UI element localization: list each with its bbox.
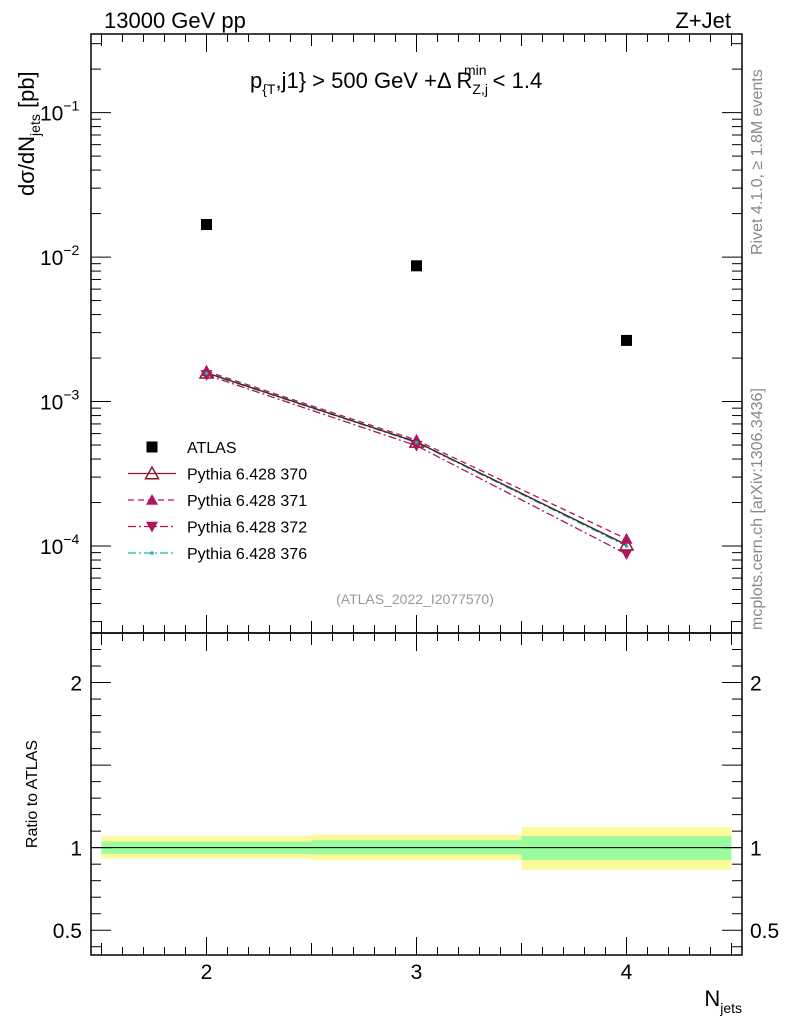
legend-label: Pythia 6.428 372 <box>187 520 307 537</box>
main-y-axis-label: dσ/dNjets [pb] <box>14 71 43 196</box>
y-tick-label: 10−3 <box>40 387 80 415</box>
x-axis-label: Njets <box>704 986 742 1016</box>
legend-label: Pythia 6.428 376 <box>187 546 307 563</box>
legend-label: Pythia 6.428 370 <box>187 467 307 484</box>
mcplots-reference-label: mcplots.cern.ch [arXiv:1306.3436] <box>749 388 766 630</box>
title-rsup: min <box>464 62 487 78</box>
x-tick-label: 4 <box>621 961 633 984</box>
xlabel-sub: jets <box>719 1000 742 1016</box>
ratio-panel: 0.5 0.5 1 1 2 2 2 3 4 Ratio to ATLAS Njets <box>24 632 779 1016</box>
mc-point <box>620 532 633 544</box>
main-title: p{T,j1} > 500 GeV +Δ RZ,j min < 1.4 <box>250 62 542 97</box>
x-tick-label: 3 <box>411 961 423 984</box>
y-tick-label-base: 10 <box>40 103 63 126</box>
data-markers <box>198 219 635 561</box>
ylabel-sub: jets <box>27 114 43 137</box>
legend: ATLAS Pythia 6.428 370 Pythia 6.428 371 Pyt… <box>128 440 307 563</box>
series-line-pythia-6428-372 <box>206 374 627 555</box>
data-point <box>621 334 632 346</box>
xlabel-text: N <box>704 986 720 1011</box>
data-point <box>201 219 212 231</box>
ratio-x-ticks <box>101 633 732 955</box>
legend-marker <box>146 494 158 505</box>
main-y-tick-labels: 10−110−210−310−4 <box>40 98 80 559</box>
y-tick-label: 10−4 <box>40 531 80 559</box>
ratio-bands <box>101 827 732 870</box>
legend-entry: ATLAS <box>146 440 237 457</box>
data-point <box>411 260 422 272</box>
y-tick-label-base: 10 <box>40 247 63 270</box>
title-p: p <box>250 68 262 93</box>
main-frame <box>90 33 743 634</box>
legend-label: Pythia 6.428 371 <box>187 493 307 510</box>
main-y-ticks <box>91 43 742 623</box>
y-tick-label-base: 10 <box>40 536 63 559</box>
y-tick-label-exp: −3 <box>63 387 79 403</box>
header-right-title: Z+Jet <box>675 8 731 33</box>
ratio-y-axis-label: Ratio to ATLAS <box>24 740 41 848</box>
ratio-y-tick-label-right: 0.5 <box>750 920 779 943</box>
ratio-y-tick-label-right: 1 <box>750 838 762 861</box>
main-x-ticks <box>101 34 732 633</box>
ylabel-unit: [pb] <box>14 71 39 114</box>
ratio-frame <box>90 632 743 956</box>
mc-point <box>620 549 633 561</box>
analysis-watermark: (ATLAS_2022_I2077570) <box>336 591 494 607</box>
x-tick-label: 2 <box>201 961 213 984</box>
ratio-y-tick-label: 2 <box>70 673 82 696</box>
title-rest: ,j1} > 500 GeV +Δ R <box>275 68 472 93</box>
y-tick-label-exp: −1 <box>63 98 79 114</box>
header-left-title: 13000 GeV pp <box>104 8 246 33</box>
mc-point <box>410 440 423 452</box>
y-tick-label-base: 10 <box>40 392 63 415</box>
title-psub: {T <box>262 81 276 97</box>
mc-point <box>200 370 213 381</box>
legend-marker <box>150 551 154 555</box>
ylabel-text: dσ/dN <box>14 136 39 196</box>
legend-entry: Pythia 6.428 372 <box>128 520 307 537</box>
y-tick-label: 10−2 <box>40 242 80 270</box>
legend-marker <box>146 441 158 453</box>
title-tail: < 1.4 <box>487 68 543 93</box>
y-tick-label: 10−1 <box>40 98 80 126</box>
ratio-tick-labels: 0.5 0.5 1 1 2 2 2 3 4 <box>53 673 779 984</box>
mc-point <box>624 544 629 548</box>
legend-entry: Pythia 6.428 371 <box>128 493 307 510</box>
legend-entry: Pythia 6.428 370 <box>128 465 307 484</box>
legend-label: ATLAS <box>187 440 237 457</box>
y-tick-label-exp: −2 <box>63 242 79 258</box>
rivet-version-label: Rivet 4.1.0, ≥ 1.8M events <box>749 69 766 255</box>
title-rsub: Z,j <box>472 81 488 97</box>
legend-marker <box>146 521 158 533</box>
legend-entry: Pythia 6.428 376 <box>128 546 307 563</box>
ratio-y-tick-label: 1 <box>70 838 82 861</box>
ratio-y-tick-label-right: 2 <box>750 673 762 696</box>
mc-point <box>204 371 209 376</box>
ratio-y-tick-label: 0.5 <box>53 920 82 943</box>
ratio-y-ticks <box>91 649 742 948</box>
legend-marker <box>144 465 160 480</box>
y-tick-label-exp: −4 <box>63 531 79 547</box>
main-panel: 10−110−210−310−4 p{T,j1} > 500 GeV +Δ RZ… <box>14 33 743 634</box>
mc-point <box>414 440 419 445</box>
